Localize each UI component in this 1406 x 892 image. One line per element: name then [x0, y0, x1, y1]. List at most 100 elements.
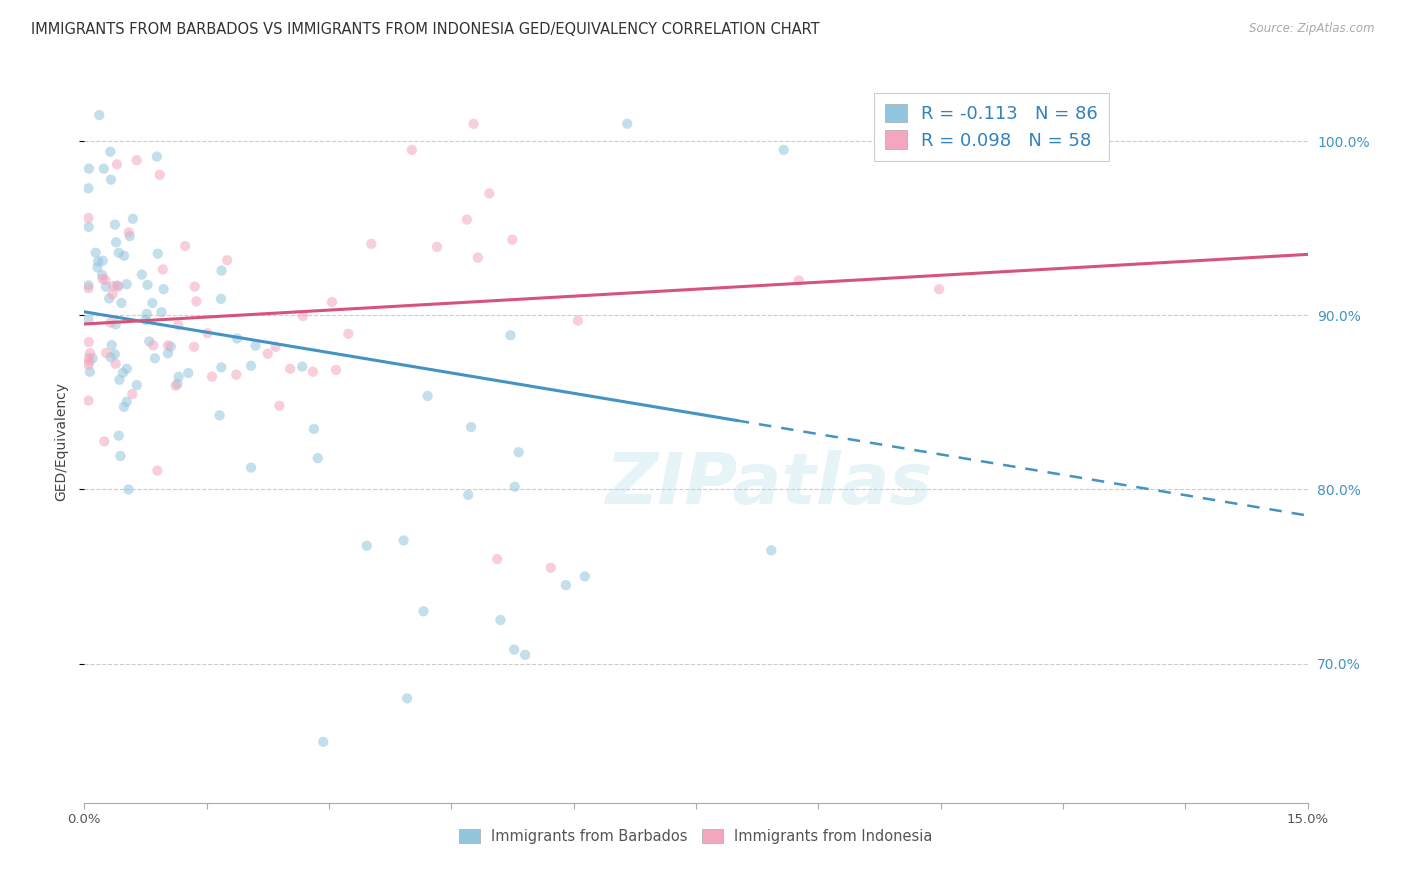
Point: [104, 347, 127, 361]
Point: [312, 735, 335, 749]
Point: [156, 346, 179, 360]
Point: [240, 359, 263, 373]
Point: [278, 361, 301, 376]
Point: [77, 334, 100, 349]
Text: Source: ZipAtlas.com: Source: ZipAtlas.com: [1250, 22, 1375, 36]
Point: [356, 539, 378, 553]
Point: [77, 211, 100, 225]
Point: [100, 316, 122, 330]
Point: [392, 533, 415, 548]
Point: [269, 399, 291, 413]
Point: [501, 233, 523, 247]
Point: [101, 287, 124, 301]
Point: [183, 279, 205, 293]
Point: [136, 277, 159, 292]
Point: [325, 363, 347, 377]
Point: [211, 263, 233, 277]
Point: [463, 117, 485, 131]
Point: [159, 340, 181, 354]
Point: [503, 642, 526, 657]
Point: [89, 108, 111, 122]
Point: [787, 273, 810, 287]
Point: [141, 296, 163, 310]
Point: [337, 326, 360, 341]
Point: [146, 464, 169, 478]
Point: [291, 309, 314, 323]
Point: [79, 365, 101, 379]
Point: [456, 212, 478, 227]
Point: [122, 211, 145, 226]
Point: [110, 296, 132, 310]
Point: [426, 240, 449, 254]
Point: [156, 338, 179, 352]
Point: [186, 294, 208, 309]
Point: [616, 117, 638, 131]
Point: [183, 340, 205, 354]
Point: [77, 281, 100, 295]
Point: [467, 251, 489, 265]
Point: [167, 318, 190, 332]
Point: [486, 552, 509, 566]
Point: [100, 172, 122, 186]
Point: [77, 219, 100, 234]
Point: [460, 420, 482, 434]
Point: [143, 351, 166, 366]
Point: [567, 313, 589, 327]
Point: [104, 218, 127, 232]
Point: [86, 260, 108, 275]
Point: [360, 236, 382, 251]
Point: [209, 360, 232, 375]
Point: [107, 279, 129, 293]
Point: [264, 340, 287, 354]
Point: [401, 143, 423, 157]
Point: [508, 445, 530, 459]
Point: [77, 278, 100, 293]
Point: [94, 346, 117, 360]
Point: [104, 357, 127, 371]
Point: [100, 351, 122, 365]
Point: [105, 278, 128, 293]
Point: [152, 262, 174, 277]
Point: [307, 451, 329, 466]
Point: [118, 229, 141, 244]
Point: [118, 225, 141, 239]
Point: [146, 246, 169, 260]
Point: [457, 488, 479, 502]
Point: [107, 245, 129, 260]
Point: [554, 578, 576, 592]
Point: [138, 334, 160, 349]
Point: [412, 604, 434, 618]
Point: [87, 254, 110, 268]
Point: [149, 168, 172, 182]
Point: [115, 361, 138, 376]
Point: [177, 366, 200, 380]
Point: [112, 400, 135, 414]
Point: [77, 312, 100, 326]
Point: [82, 351, 104, 366]
Point: [574, 569, 596, 583]
Point: [489, 613, 512, 627]
Point: [91, 268, 114, 282]
Point: [195, 326, 218, 341]
Point: [396, 691, 419, 706]
Point: [772, 143, 794, 157]
Point: [125, 378, 148, 392]
Point: [499, 328, 522, 343]
Point: [98, 145, 121, 159]
Point: [117, 483, 139, 497]
Point: [167, 369, 190, 384]
Point: [321, 295, 343, 310]
Point: [93, 434, 115, 449]
Point: [135, 307, 157, 321]
Text: IMMIGRANTS FROM BARBADOS VS IMMIGRANTS FROM INDONESIA GED/EQUIVALENCY CORRELATIO: IMMIGRANTS FROM BARBADOS VS IMMIGRANTS F…: [31, 22, 820, 37]
Point: [125, 153, 148, 168]
Point: [111, 366, 134, 380]
Point: [101, 279, 124, 293]
Point: [152, 282, 174, 296]
Point: [104, 318, 127, 332]
Point: [225, 368, 247, 382]
Point: [256, 347, 278, 361]
Point: [91, 272, 114, 286]
Point: [107, 428, 129, 442]
Point: [240, 460, 263, 475]
